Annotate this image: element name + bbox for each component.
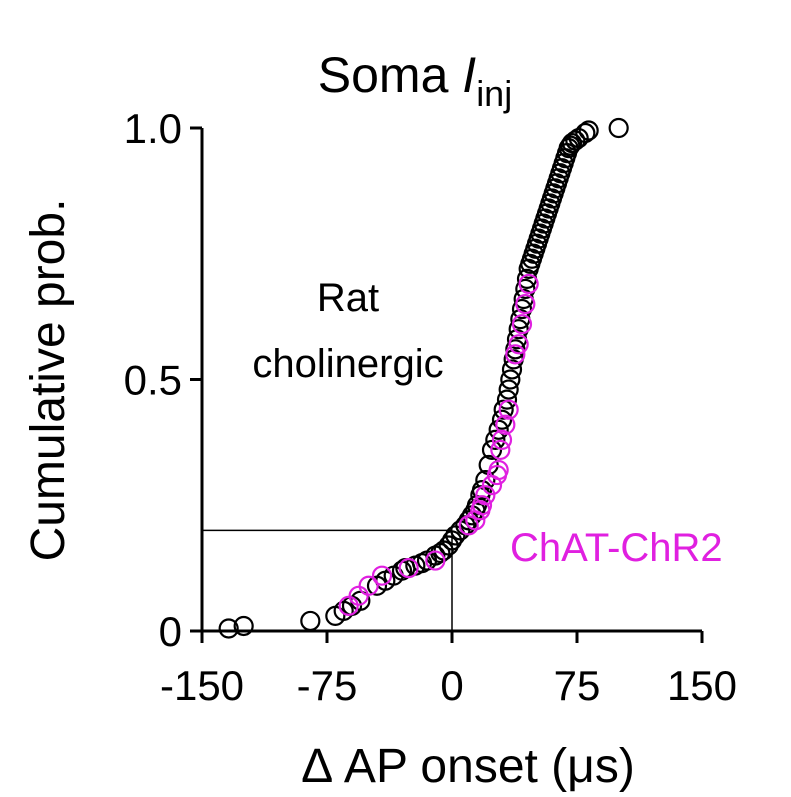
x-tick-label: 75 xyxy=(554,662,601,709)
annotation-chat-chr2: ChAT-ChR2 xyxy=(510,526,723,570)
data-point xyxy=(515,278,536,300)
data-point xyxy=(300,610,321,632)
data-point xyxy=(568,127,589,149)
data-point xyxy=(508,319,529,340)
data-point xyxy=(565,130,586,151)
data-point xyxy=(475,485,496,506)
data-point xyxy=(475,470,496,491)
data-point xyxy=(425,550,446,571)
data-point xyxy=(575,122,596,144)
data-point xyxy=(511,298,533,320)
y-tick-label: 1.0 xyxy=(124,105,182,152)
annotation-cholinergic: cholinergic xyxy=(252,342,443,386)
data-point xyxy=(501,359,523,380)
chart-title-main: Soma xyxy=(318,47,463,103)
y-tick-label: 0 xyxy=(159,608,182,655)
data-point xyxy=(471,495,493,516)
data-point xyxy=(491,409,513,430)
data-point xyxy=(218,618,239,639)
data-point xyxy=(458,515,479,536)
x-tick-label: -150 xyxy=(160,662,244,709)
chart-title-subscript: inj xyxy=(476,73,512,114)
data-point xyxy=(233,615,254,637)
data-point xyxy=(488,459,509,481)
data-point xyxy=(498,379,519,400)
annotation-rat: Rat xyxy=(317,276,379,320)
data-point xyxy=(458,510,479,531)
axis-ticks: -150 -75 0 75 150 0 0.5 1.0 xyxy=(124,105,737,709)
data-point xyxy=(505,344,526,365)
data-point xyxy=(488,419,509,440)
data-point xyxy=(485,429,506,450)
data-point xyxy=(518,273,539,295)
data-point xyxy=(496,389,518,410)
x-tick-label: 150 xyxy=(667,662,737,709)
data-point xyxy=(471,480,493,501)
chart-title: Soma Iinj xyxy=(318,47,512,114)
data-point xyxy=(561,132,583,154)
x-axis-label: Δ AP onset (μs) xyxy=(301,740,635,793)
series-chat-chr2 xyxy=(338,273,539,616)
data-point xyxy=(490,439,511,461)
data-point xyxy=(578,120,599,141)
x-tick-label: -75 xyxy=(297,662,358,709)
y-tick-label: 0.5 xyxy=(124,357,182,404)
data-point xyxy=(608,117,629,139)
data-point xyxy=(493,399,514,420)
data-point xyxy=(511,314,533,335)
data-point xyxy=(515,293,536,315)
data-point xyxy=(505,339,526,360)
data-point xyxy=(358,575,379,596)
data-point xyxy=(398,558,419,579)
data-point xyxy=(500,369,521,390)
chart-title-italic: I xyxy=(462,47,476,103)
data-point xyxy=(508,334,529,355)
x-tick-label: 0 xyxy=(440,662,463,709)
data-point xyxy=(498,399,519,420)
y-axis-label: Cumulative prob. xyxy=(22,199,75,562)
data-point xyxy=(495,414,516,435)
data-point xyxy=(371,565,393,586)
data-point xyxy=(491,429,513,450)
data-point xyxy=(438,535,459,556)
